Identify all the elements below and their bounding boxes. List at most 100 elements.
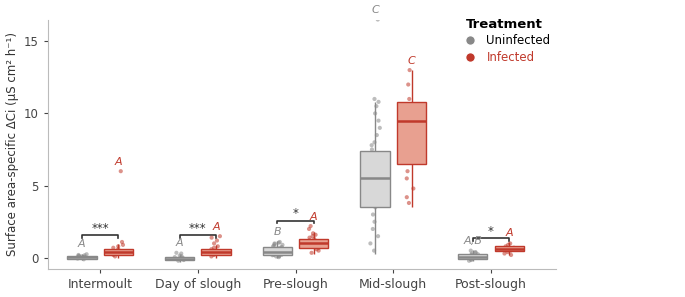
Point	[466, 257, 477, 262]
Point	[304, 235, 315, 240]
Point	[403, 200, 414, 205]
Point	[369, 97, 380, 101]
Point	[273, 240, 284, 245]
Point	[176, 254, 187, 259]
Point	[407, 154, 418, 159]
Point	[212, 244, 223, 249]
Point	[401, 176, 412, 181]
Point	[270, 252, 281, 256]
Point	[208, 245, 219, 250]
Point	[115, 169, 126, 173]
Point	[313, 248, 324, 253]
Point	[118, 242, 129, 247]
Point	[410, 118, 421, 123]
Text: B: B	[273, 227, 281, 237]
Point	[310, 232, 321, 237]
Point	[465, 248, 476, 253]
Point	[368, 212, 379, 217]
Point	[506, 252, 516, 257]
Point	[370, 111, 381, 116]
Point	[307, 234, 318, 238]
Point	[272, 246, 283, 251]
Point	[304, 240, 315, 244]
Point	[269, 252, 279, 257]
Point	[366, 143, 377, 148]
Point	[464, 255, 475, 260]
Point	[176, 251, 187, 256]
Point	[303, 227, 314, 231]
Point	[371, 176, 382, 181]
Point	[369, 248, 379, 253]
Point	[268, 244, 279, 249]
Point	[78, 255, 89, 260]
Bar	[360, 151, 390, 207]
Point	[274, 254, 285, 258]
Text: A: A	[114, 157, 122, 167]
Point	[466, 251, 477, 256]
Point	[470, 250, 481, 255]
Point	[464, 258, 475, 263]
Point	[267, 253, 278, 257]
Point	[466, 252, 477, 257]
Point	[115, 250, 126, 255]
Point	[274, 240, 285, 244]
Point	[174, 253, 185, 258]
Point	[364, 166, 375, 171]
Point	[79, 254, 90, 259]
Bar	[397, 102, 426, 164]
Point	[268, 247, 279, 252]
Text: A: A	[176, 238, 184, 249]
Point	[371, 133, 382, 138]
Point	[73, 253, 84, 258]
Point	[304, 238, 315, 243]
Point	[373, 151, 384, 156]
Bar	[262, 247, 292, 255]
Y-axis label: Surface area-specific ΔCi (μS cm² h⁻¹): Surface area-specific ΔCi (μS cm² h⁻¹)	[5, 32, 18, 257]
Point	[367, 227, 378, 231]
Point	[73, 254, 84, 258]
Point	[79, 253, 90, 257]
Point	[466, 253, 477, 258]
Point	[212, 238, 223, 243]
Bar	[67, 256, 97, 259]
Point	[311, 247, 322, 252]
Point	[369, 140, 380, 145]
Text: A,B: A,B	[463, 236, 482, 246]
Point	[113, 247, 124, 252]
Point	[408, 125, 419, 130]
Text: ***: ***	[91, 222, 109, 235]
Text: A: A	[212, 222, 220, 232]
Point	[406, 111, 416, 116]
Point	[206, 250, 216, 255]
Point	[464, 254, 475, 259]
Point	[81, 252, 92, 257]
Point	[108, 245, 119, 250]
Point	[308, 231, 319, 236]
Point	[373, 190, 384, 195]
Point	[370, 205, 381, 210]
Point	[169, 255, 180, 260]
Point	[108, 252, 119, 257]
Text: A: A	[310, 212, 318, 222]
Point	[500, 244, 511, 249]
Point	[371, 183, 382, 188]
Point	[271, 248, 282, 253]
Point	[369, 219, 380, 224]
Text: ***: ***	[189, 222, 207, 235]
Point	[269, 242, 280, 247]
Bar	[299, 239, 329, 248]
Legend: Uninfected, Infected: Uninfected, Infected	[453, 13, 556, 68]
Point	[375, 180, 386, 185]
Point	[271, 254, 282, 259]
Point	[403, 97, 414, 101]
Point	[371, 104, 382, 109]
Point	[373, 172, 384, 176]
Point	[273, 255, 284, 260]
Point	[273, 253, 284, 258]
Point	[79, 255, 90, 260]
Point	[276, 245, 287, 249]
Point	[408, 186, 419, 191]
Point	[306, 244, 316, 249]
Point	[78, 257, 89, 262]
Text: A: A	[506, 228, 513, 238]
